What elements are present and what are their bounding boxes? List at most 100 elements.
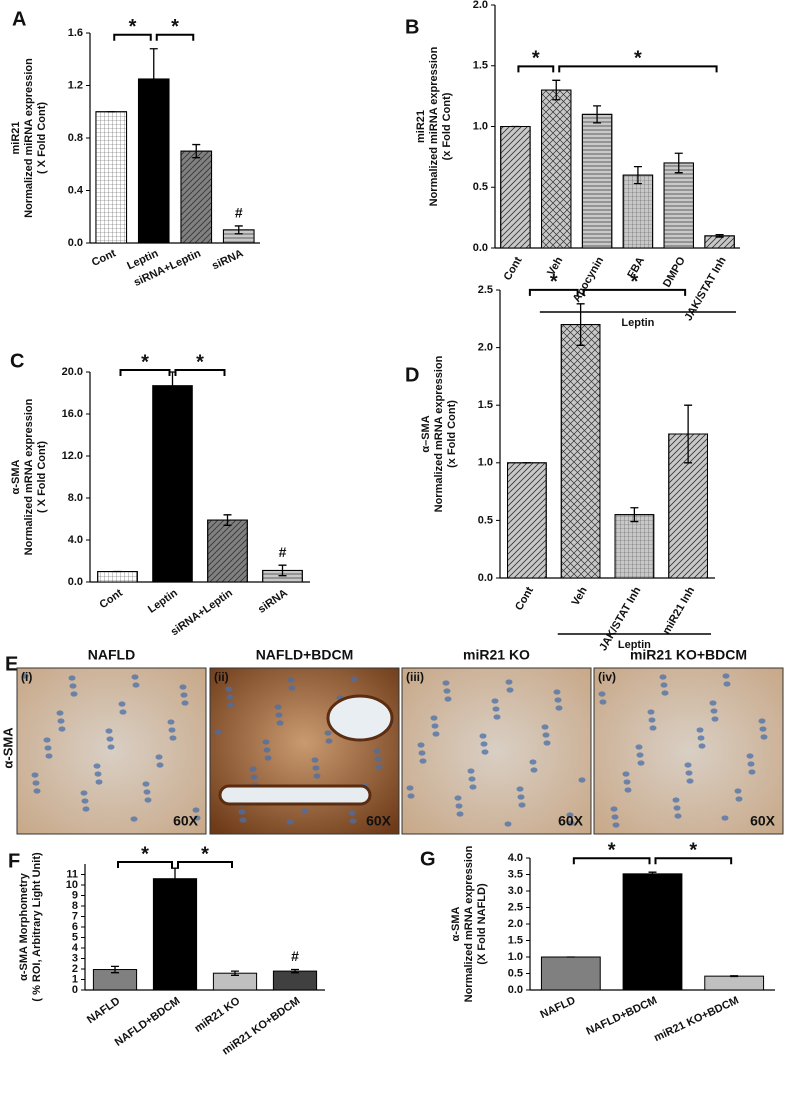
nucleus (611, 814, 619, 820)
x-tick-label: siRNA (256, 587, 290, 616)
nucleus (348, 810, 356, 816)
y-tick-label: 4 (72, 942, 79, 954)
error-bar (149, 48, 158, 110)
nucleus (758, 718, 766, 724)
nucleus (274, 704, 282, 710)
nucleus (467, 768, 475, 774)
nucleus (324, 730, 332, 736)
nucleus (238, 809, 246, 815)
bar-hatch (541, 89, 572, 249)
nucleus (142, 781, 150, 787)
panel-letter: F (8, 850, 20, 872)
image-title: miR21 KO (463, 647, 530, 663)
y-tick-label: 0.5 (478, 514, 493, 526)
y-tick-label: 3 (72, 952, 78, 964)
nucleus (555, 705, 563, 711)
nucleus (506, 687, 514, 693)
nucleus (94, 771, 102, 777)
significance-label: * (608, 839, 616, 861)
error-bar (593, 105, 602, 124)
bar-hatch (507, 462, 547, 579)
nucleus (263, 747, 271, 753)
nucleus (131, 674, 139, 680)
significance-label: * (532, 48, 540, 70)
y-tick-label: 3.5 (508, 868, 523, 880)
nucleus (648, 717, 656, 723)
nucleus (375, 764, 383, 770)
nucleus (406, 785, 414, 791)
bar-hatch (207, 519, 248, 583)
nucleus (672, 797, 680, 803)
x-tick-label: NAFLD (538, 994, 577, 1021)
panel-letter: D (405, 364, 419, 386)
y-axis-label: Normalized miRNA expression (428, 46, 440, 206)
nucleus (469, 784, 477, 790)
nucleus (276, 720, 284, 726)
error-bar (234, 225, 243, 235)
nucleus (637, 760, 645, 766)
y-axis-label: miR21 (415, 110, 427, 143)
bar-hatch (560, 324, 601, 579)
nucleus (760, 734, 768, 740)
bar (152, 878, 198, 991)
nucleus (95, 779, 103, 785)
nucleus (543, 740, 551, 746)
x-tick-label: NAFLD+BDCM (584, 994, 659, 1037)
nucleus (180, 692, 188, 698)
y-tick-label: 0.4 (68, 184, 84, 196)
nucleus (155, 754, 163, 760)
error-bar (730, 975, 739, 978)
nucleus (311, 757, 319, 763)
significance-bracket (113, 33, 152, 41)
nucleus (710, 708, 718, 714)
nucleus (554, 697, 562, 703)
y-tick-label: 1.6 (68, 27, 83, 39)
nucleus (105, 728, 113, 734)
y-tick-label: 2.0 (508, 918, 523, 930)
group-label: Leptin (621, 317, 654, 329)
bar (272, 970, 318, 991)
nucleus (649, 725, 657, 731)
nucleus (518, 802, 526, 808)
nucleus (747, 761, 755, 767)
y-axis-label: α-SMA (10, 460, 22, 495)
y-tick-label: 4.0 (68, 534, 83, 546)
nucleus (622, 771, 630, 777)
panel-letter: G (420, 848, 436, 870)
significance-bracket (119, 369, 171, 376)
nucleus (286, 819, 294, 825)
nucleus (57, 718, 65, 724)
y-tick-label: 20.0 (62, 366, 83, 378)
nucleus (455, 803, 463, 809)
bar-hatch (581, 113, 613, 249)
nucleus (530, 767, 538, 773)
nucleus (578, 777, 586, 783)
significance-label: * (141, 351, 149, 373)
nucleus (516, 786, 524, 792)
nucleus (226, 694, 234, 700)
y-tick-label: 1.0 (508, 951, 523, 963)
x-tick-label: miR21 Inh (661, 585, 698, 637)
nucleus (33, 788, 41, 794)
panel-letter: E (5, 653, 18, 675)
nucleus (227, 702, 235, 708)
nucleus (407, 793, 415, 799)
nucleus (481, 749, 489, 755)
nucleus (107, 744, 115, 750)
nucleus (169, 735, 177, 741)
micrograph (16, 667, 207, 835)
nucleus (696, 727, 704, 733)
nucleus (275, 712, 283, 718)
y-tick-label: 0.5 (473, 181, 488, 193)
nucleus (541, 724, 549, 730)
nucleus (722, 673, 730, 679)
bar (622, 873, 683, 991)
nucleus (735, 796, 743, 802)
x-tick-label: NAFLD (85, 995, 122, 1026)
y-tick-label: 0.0 (68, 237, 83, 249)
error-bar (223, 514, 232, 526)
nucleus (214, 729, 222, 735)
y-tick-label: 7 (72, 910, 78, 922)
lumen (326, 694, 394, 742)
y-tick-label: 1.5 (478, 399, 493, 411)
